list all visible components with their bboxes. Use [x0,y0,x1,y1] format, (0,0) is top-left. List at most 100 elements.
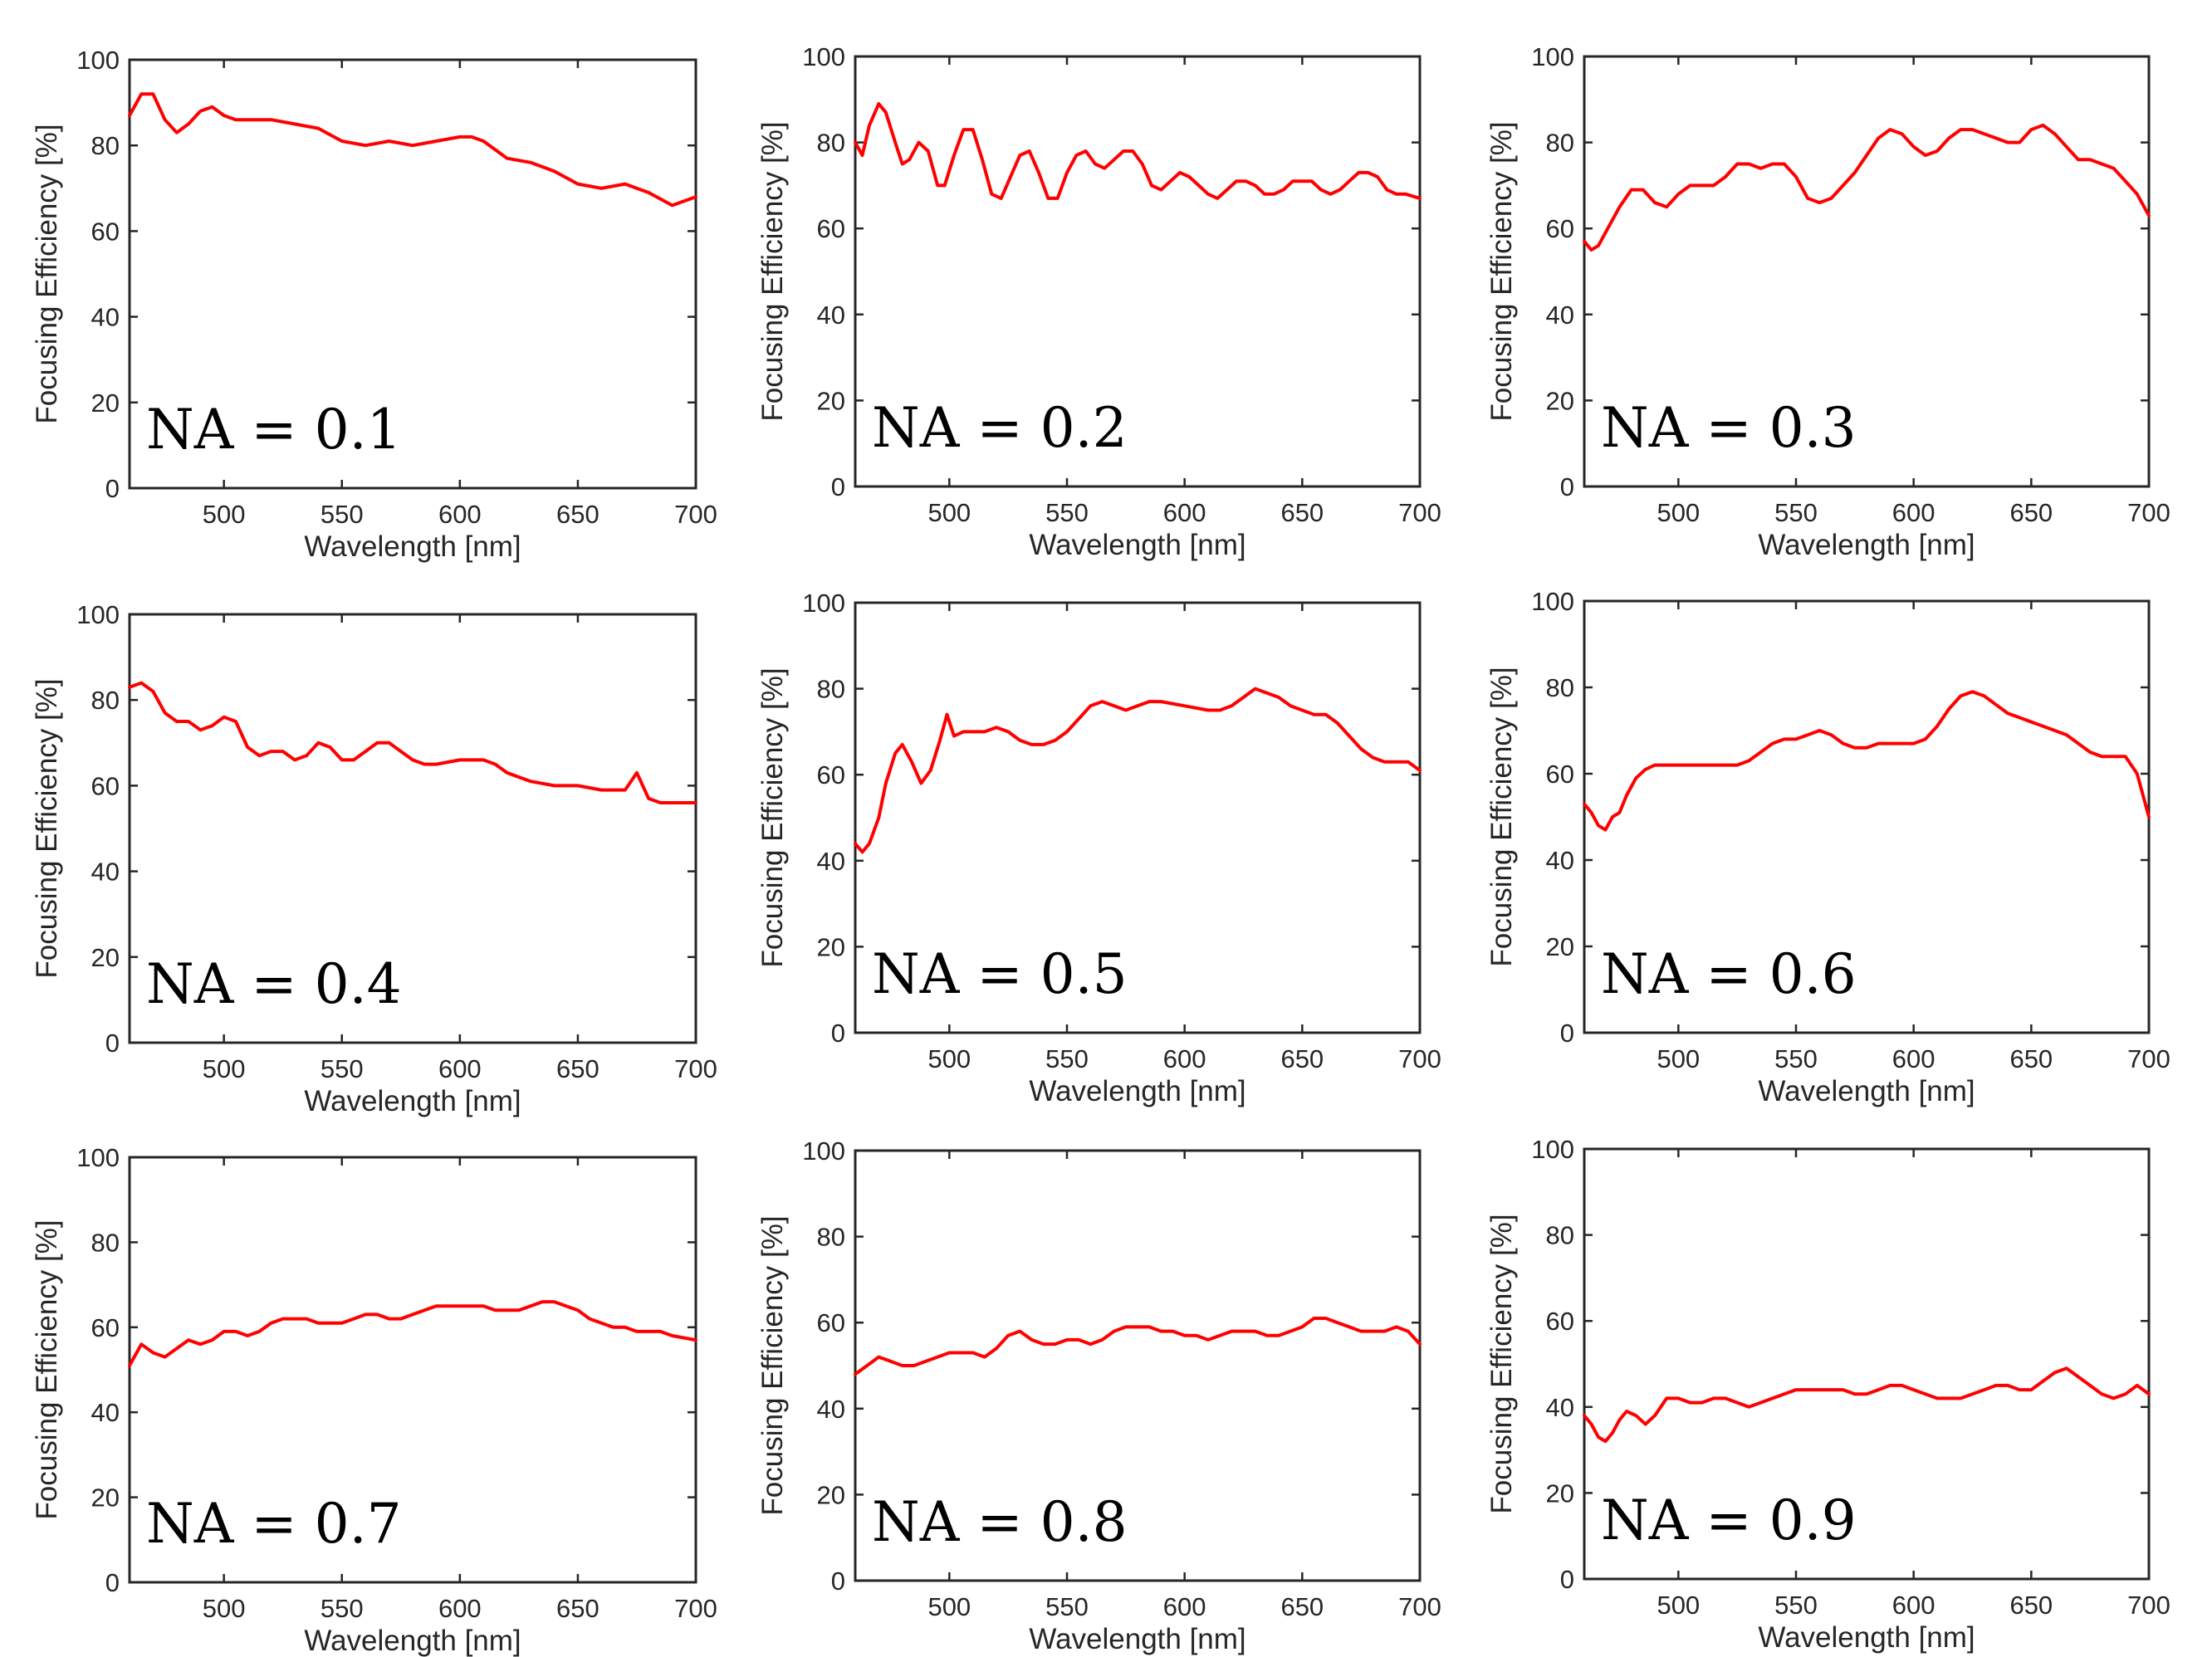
x-tick-label: 700 [2127,1591,2170,1620]
plot-area [1583,55,2151,488]
x-tick-label: 500 [1657,1591,1700,1620]
x-tick-label: 650 [2009,1591,2053,1620]
y-tick-label: 80 [91,686,120,715]
na-annotation: NA = 0.3 [1601,396,1857,460]
x-tick-label: 600 [438,500,482,529]
y-axis-label: Focusing Efficiency [%] [1485,121,1518,421]
series-line [1583,690,2151,832]
x-tick-label: 600 [1163,498,1206,527]
series-line [128,1300,697,1367]
x-axis-label: Wavelength [nm] [1029,529,1245,561]
chart-panel-9: 500 550 600 650 700 0 20 40 60 80 100 Wavelength [n… [1485,1135,2170,1654]
y-tick-label: 60 [817,1308,845,1337]
x-axis-label: Wavelength [nm] [1029,1075,1245,1107]
chart-panel-1: 500 550 600 650 700 0 20 40 60 80 100 Wavelength [n… [31,46,717,563]
y-tick-label: 100 [1531,1135,1574,1164]
x-tick-label: 600 [1163,1592,1206,1621]
chart-panel-8: 500 550 600 650 700 0 20 40 60 80 100 Wavelength [n… [756,1136,1441,1655]
x-tick-label: 550 [321,500,364,529]
y-tick-label: 20 [1546,932,1574,961]
x-tick-label: 650 [1280,498,1324,527]
y-tick-label: 40 [1546,301,1574,330]
y-tick-label: 60 [817,214,845,243]
y-tick-label: 80 [817,129,845,158]
na-annotation: NA = 0.5 [872,942,1128,1006]
x-tick-label: 650 [1280,1044,1324,1073]
x-tick-label: 700 [1398,498,1441,527]
y-tick-label: 0 [831,1567,845,1596]
x-tick-label: 600 [1892,1591,1936,1620]
y-tick-label: 20 [91,943,120,972]
y-tick-label: 100 [1531,42,1574,71]
x-tick-label: 700 [1398,1592,1441,1621]
x-tick-label: 550 [1774,1591,1818,1620]
series-line [854,1317,1422,1376]
x-tick-label: 550 [321,1054,364,1083]
plot-area [1583,599,2151,1034]
chart-panel-4: 500 550 600 650 700 0 20 40 60 80 100 Wavelength [n… [31,600,717,1117]
na-annotation: NA = 0.9 [1601,1488,1857,1552]
y-tick-label: 60 [91,1313,120,1342]
y-tick-label: 100 [802,42,845,71]
y-tick-label: 0 [831,472,845,501]
x-tick-label: 500 [203,1054,246,1083]
x-axis-label: Wavelength [nm] [1758,1075,1975,1107]
y-tick-label: 20 [817,932,845,961]
y-tick-label: 100 [1531,587,1574,616]
y-tick-label: 60 [91,771,120,800]
x-tick-label: 600 [1163,1044,1206,1073]
y-tick-label: 60 [91,217,120,246]
y-tick-label: 40 [91,858,120,887]
plot-area [854,1149,1422,1582]
y-tick-label: 80 [1546,673,1574,702]
plot-area [128,613,697,1044]
y-axis-label: Focusing Efficiency [%] [31,124,63,423]
x-tick-label: 700 [674,500,717,529]
x-tick-label: 500 [203,500,246,529]
y-tick-label: 20 [91,1483,120,1513]
x-axis-label: Wavelength [nm] [304,1085,521,1117]
x-tick-label: 600 [1892,498,1936,527]
x-tick-label: 550 [1774,1044,1818,1073]
x-axis-label: Wavelength [nm] [1029,1623,1245,1655]
y-tick-label: 20 [1546,386,1574,415]
y-tick-label: 20 [817,386,845,415]
y-tick-label: 100 [76,1143,120,1172]
x-tick-label: 500 [927,498,971,527]
x-tick-label: 700 [1398,1044,1441,1073]
x-tick-label: 600 [438,1594,482,1623]
y-tick-label: 0 [831,1019,845,1048]
y-tick-label: 40 [1546,1393,1574,1422]
y-axis-label: Focusing Efficiency [%] [31,1220,63,1519]
x-tick-label: 650 [2009,498,2053,527]
chart-panel-6: 500 550 600 650 700 0 20 40 60 80 100 Wavelength [n… [1485,587,2170,1107]
y-tick-label: 0 [105,1029,120,1058]
x-tick-label: 500 [1657,498,1700,527]
na-annotation: NA = 0.1 [146,398,402,462]
na-annotation: NA = 0.7 [146,1492,402,1556]
x-tick-label: 700 [2127,1044,2170,1073]
x-tick-label: 550 [1045,1592,1089,1621]
na-annotation: NA = 0.6 [1601,942,1857,1006]
na-annotation: NA = 0.4 [146,952,402,1016]
y-tick-label: 60 [1546,1307,1574,1336]
y-tick-label: 60 [817,760,845,789]
plot-area [854,601,1422,1034]
x-tick-label: 550 [1045,1044,1089,1073]
y-tick-label: 0 [105,1568,120,1597]
y-tick-label: 80 [1546,129,1574,158]
y-axis-label: Focusing Efficiency [%] [31,678,63,978]
x-tick-label: 700 [674,1054,717,1083]
x-tick-label: 550 [1045,498,1089,527]
x-tick-label: 650 [556,500,599,529]
series-line [128,681,697,804]
x-tick-label: 500 [203,1594,246,1623]
x-tick-label: 500 [927,1592,971,1621]
x-tick-label: 550 [1774,498,1818,527]
plot-area [1583,1147,2151,1581]
y-tick-label: 100 [802,1136,845,1166]
y-tick-label: 100 [76,46,120,75]
y-tick-label: 40 [91,1398,120,1427]
y-tick-label: 40 [817,847,845,876]
series-line [854,687,1422,854]
